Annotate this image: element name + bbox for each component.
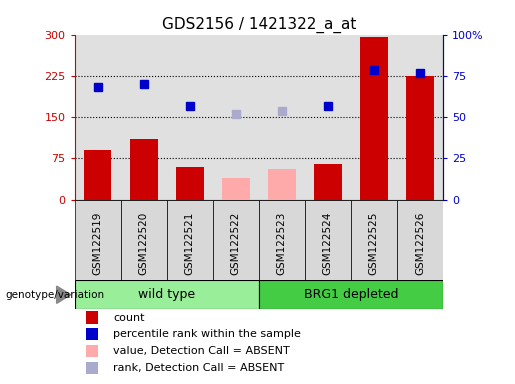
Text: percentile rank within the sample: percentile rank within the sample (113, 329, 301, 339)
Text: GSM122524: GSM122524 (323, 212, 333, 275)
Text: GSM122520: GSM122520 (139, 212, 149, 275)
Bar (360, 37, 388, 200)
Title: GDS2156 / 1421322_a_at: GDS2156 / 1421322_a_at (162, 17, 356, 33)
Polygon shape (57, 286, 71, 303)
Text: genotype/variation: genotype/variation (5, 290, 104, 300)
Bar (268, 169, 296, 200)
Text: GSM122519: GSM122519 (93, 212, 102, 275)
Text: GSM122521: GSM122521 (185, 212, 195, 275)
Text: wild type: wild type (138, 288, 195, 301)
Bar (85, 362, 98, 374)
Text: rank, Detection Call = ABSENT: rank, Detection Call = ABSENT (113, 363, 285, 373)
Text: value, Detection Call = ABSENT: value, Detection Call = ABSENT (113, 346, 290, 356)
Bar (75, 280, 259, 309)
Bar (85, 345, 98, 357)
Bar (121, 200, 167, 280)
Bar (130, 139, 158, 200)
Bar (85, 311, 98, 324)
Bar (351, 200, 397, 280)
Text: count: count (113, 313, 145, 323)
Bar (75, 200, 121, 280)
Bar (259, 280, 443, 309)
Bar (176, 167, 203, 200)
Text: GSM122526: GSM122526 (415, 212, 425, 275)
Text: BRG1 depleted: BRG1 depleted (304, 288, 398, 301)
Text: GSM122522: GSM122522 (231, 212, 241, 275)
Bar (406, 76, 434, 200)
Bar (222, 178, 250, 200)
Text: GSM122523: GSM122523 (277, 212, 287, 275)
Bar (213, 200, 259, 280)
Text: GSM122525: GSM122525 (369, 212, 379, 275)
Bar (397, 200, 443, 280)
Bar (305, 200, 351, 280)
Bar (314, 164, 341, 200)
Bar (259, 200, 305, 280)
Bar (167, 200, 213, 280)
Bar (84, 150, 111, 200)
Bar (85, 328, 98, 340)
